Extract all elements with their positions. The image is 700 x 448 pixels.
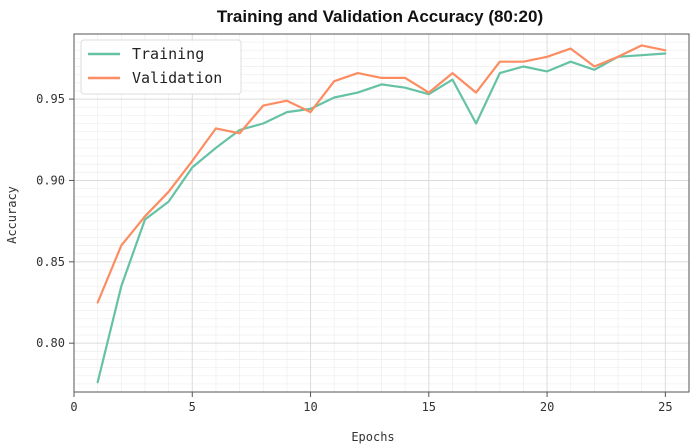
series-lines — [96, 44, 667, 384]
y-tick-label: 0.95 — [36, 92, 65, 106]
y-axis-label: Accuracy — [5, 186, 19, 244]
y-tick-label: 0.85 — [36, 255, 65, 269]
legend-label-training: Training — [132, 45, 204, 63]
axis-ticks: 0 5 10 15 20 25 0.80 0.85 0.90 0.95 — [36, 92, 672, 414]
series-line-training — [96, 52, 667, 384]
chart-title: Training and Validation Accuracy (80:20) — [217, 7, 543, 26]
legend-box — [80, 39, 242, 95]
x-tick-label: 20 — [540, 400, 554, 414]
y-tick-label: 0.80 — [36, 336, 65, 350]
series-line-validation — [96, 44, 667, 304]
x-tick-label: 0 — [70, 400, 77, 414]
plot-area — [73, 33, 690, 393]
legend: Training Validation — [80, 39, 242, 95]
x-tick-label: 5 — [189, 400, 196, 414]
y-tick-label: 0.90 — [36, 173, 65, 187]
x-tick-label: 25 — [658, 400, 672, 414]
legend-label-validation: Validation — [132, 69, 222, 87]
x-tick-label: 15 — [422, 400, 436, 414]
x-tick-label: 10 — [303, 400, 317, 414]
x-axis-label: Epochs — [351, 430, 394, 444]
